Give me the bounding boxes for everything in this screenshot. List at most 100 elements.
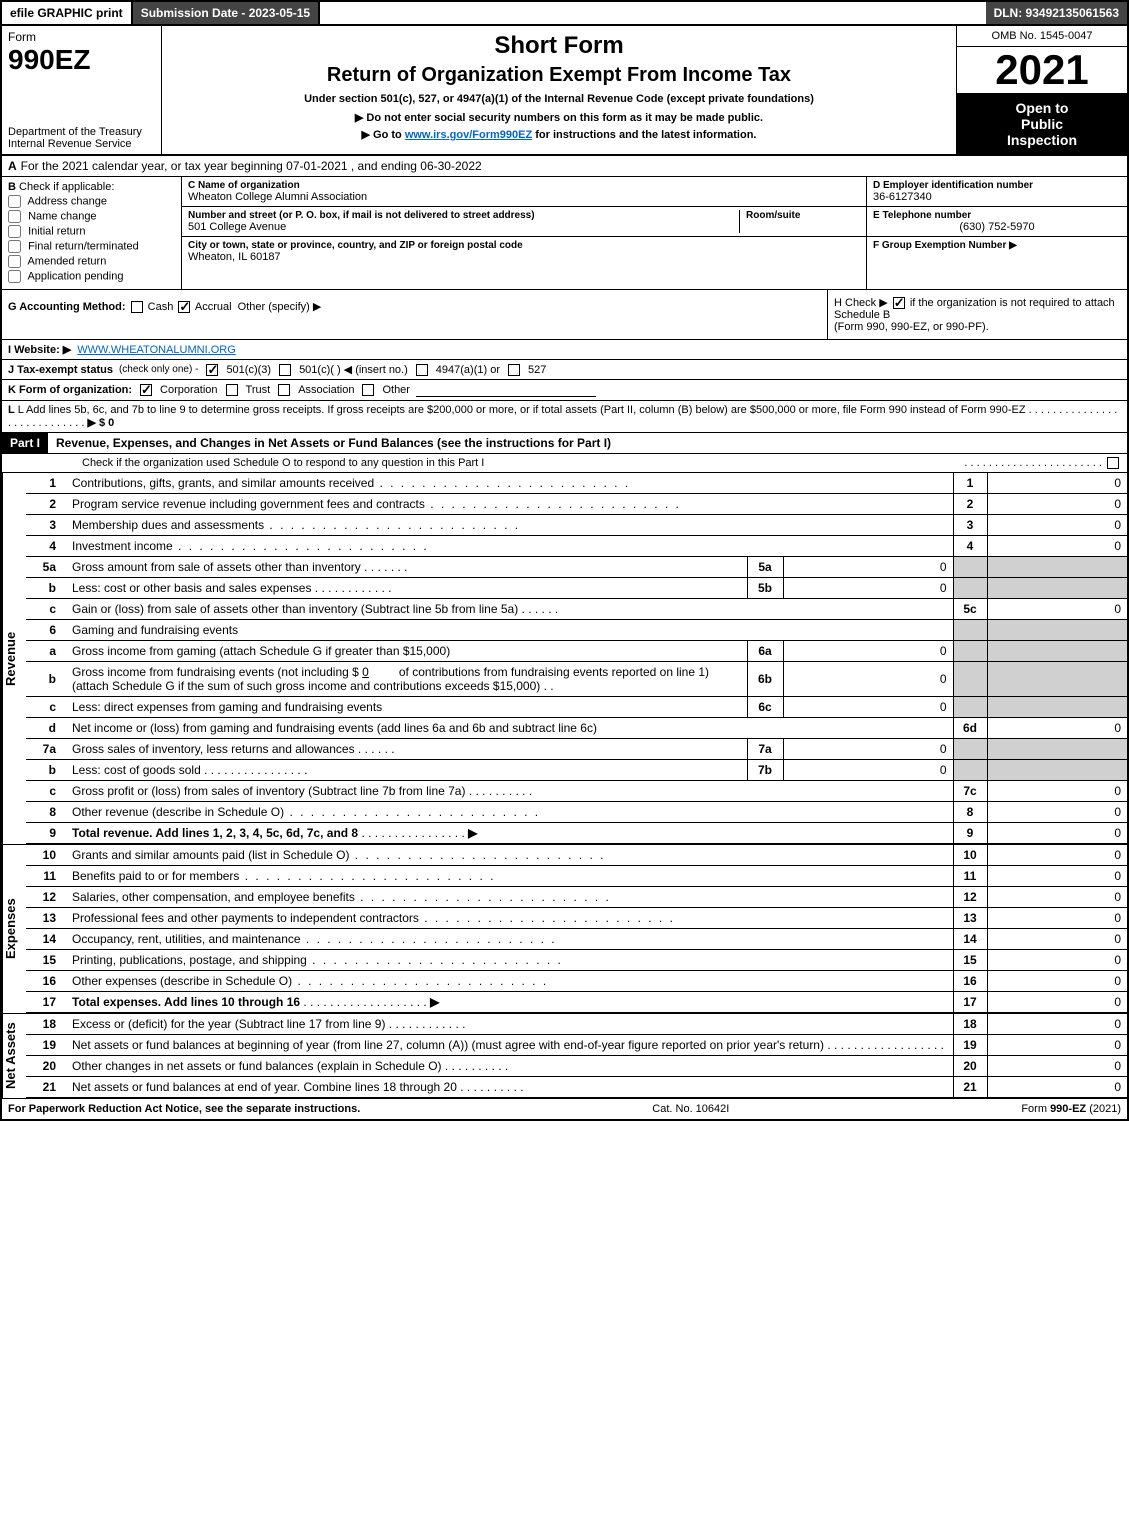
- line-12: 12 Salaries, other compensation, and emp…: [26, 887, 1127, 908]
- part1-title: Revenue, Expenses, and Changes in Net As…: [48, 433, 619, 453]
- org-address: 501 College Avenue: [188, 221, 733, 233]
- revenue-table: 1 Contributions, gifts, grants, and simi…: [26, 473, 1127, 844]
- chk-accrual[interactable]: [178, 301, 190, 313]
- form-number: 990EZ: [8, 44, 155, 76]
- line-g: G Accounting Method: Cash Accrual Other …: [2, 290, 827, 339]
- g-other: Other (specify) ▶: [238, 301, 322, 313]
- j-o1: 501(c)(3): [226, 364, 271, 376]
- l-text: L Add lines 5b, 6c, and 7b to line 9 to …: [18, 404, 1026, 416]
- row-a-text: For the 2021 calendar year, or tax year …: [21, 159, 482, 173]
- line-19: 19 Net assets or fund balances at beginn…: [26, 1035, 1127, 1056]
- line-h: H Check ▶ if the organization is not req…: [827, 290, 1127, 339]
- inspect1: Open to: [961, 100, 1123, 116]
- line-6: 6 Gaming and fundraising events: [26, 620, 1127, 641]
- line-6d: d Net income or (loss) from gaming and f…: [26, 718, 1127, 739]
- form-label: Form: [8, 30, 155, 44]
- line-k: K Form of organization: Corporation Trus…: [2, 380, 1127, 401]
- e-label: E Telephone number: [873, 210, 1121, 221]
- header-center: Short Form Return of Organization Exempt…: [162, 26, 957, 154]
- top-bar: efile GRAPHIC print Submission Date - 20…: [0, 0, 1129, 26]
- footer-left: For Paperwork Reduction Act Notice, see …: [8, 1103, 360, 1115]
- expenses-table: 10 Grants and similar amounts paid (list…: [26, 845, 1127, 1013]
- line-9: 9 Total revenue. Add lines 1, 2, 3, 4, 5…: [26, 823, 1127, 844]
- netassets-section: Net Assets 18 Excess or (deficit) for th…: [2, 1014, 1127, 1098]
- line-16: 16 Other expenses (describe in Schedule …: [26, 971, 1127, 992]
- notice-link: ▶ Go to www.irs.gov/Form990EZ for instru…: [170, 128, 948, 141]
- chk-corp[interactable]: [140, 384, 152, 396]
- chk-initial-return[interactable]: Initial return: [8, 225, 175, 238]
- chk-other-org[interactable]: [362, 384, 374, 396]
- irs-link[interactable]: www.irs.gov/Form990EZ: [405, 129, 532, 141]
- notice-ssn: ▶ Do not enter social security numbers o…: [170, 111, 948, 124]
- chk-trust[interactable]: [226, 384, 238, 396]
- line-20: 20 Other changes in net assets or fund b…: [26, 1056, 1127, 1077]
- k-other-input[interactable]: [416, 383, 596, 397]
- l-amount: ▶ $ 0: [87, 417, 114, 429]
- block-bcdef: B Check if applicable: Address change Na…: [2, 177, 1127, 290]
- i-label: I Website: ▶: [8, 343, 71, 356]
- chk-4947[interactable]: [416, 364, 428, 376]
- chk-501c3[interactable]: [206, 364, 218, 376]
- inspect2: Public: [961, 116, 1123, 132]
- row-a: AFor the 2021 calendar year, or tax year…: [2, 156, 1127, 177]
- line-7c: c Gross profit or (loss) from sales of i…: [26, 781, 1127, 802]
- part1-header-row: Part I Revenue, Expenses, and Changes in…: [2, 433, 1127, 454]
- revenue-section: Revenue 1 Contributions, gifts, grants, …: [2, 473, 1127, 845]
- line-j: J Tax-exempt status (check only one) - 5…: [2, 360, 1127, 380]
- k-o2: Trust: [246, 384, 271, 396]
- header-left: Form 990EZ Department of the Treasury In…: [2, 26, 162, 154]
- g-cash: Cash: [148, 301, 174, 313]
- line-5a: 5a Gross amount from sale of assets othe…: [26, 557, 1127, 578]
- netassets-table: 18 Excess or (deficit) for the year (Sub…: [26, 1014, 1127, 1098]
- j-o3: 4947(a)(1) or: [436, 364, 500, 376]
- line-4: 4 Investment income 4 0: [26, 536, 1127, 557]
- f-label: F Group Exemption Number ▶: [873, 240, 1121, 251]
- footer-right: Form 990-EZ (2021): [1021, 1103, 1121, 1115]
- line-6a: a Gross income from gaming (attach Sched…: [26, 641, 1127, 662]
- room-label: Room/suite: [746, 210, 860, 221]
- chk-527[interactable]: [508, 364, 520, 376]
- notice2-suffix: for instructions and the latest informat…: [535, 129, 756, 141]
- chk-assoc[interactable]: [278, 384, 290, 396]
- chk-amended-return[interactable]: Amended return: [8, 255, 175, 268]
- line-15: 15 Printing, publications, postage, and …: [26, 950, 1127, 971]
- expenses-section: Expenses 10 Grants and similar amounts p…: [2, 845, 1127, 1014]
- part1-sub-text: Check if the organization used Schedule …: [82, 457, 484, 469]
- efile-print[interactable]: efile GRAPHIC print: [2, 2, 133, 24]
- ein: 36-6127340: [873, 191, 1121, 203]
- omb-number: OMB No. 1545-0047: [957, 26, 1127, 47]
- chk-501c[interactable]: [279, 364, 291, 376]
- footer-center: Cat. No. 10642I: [652, 1103, 729, 1115]
- side-expenses: Expenses: [2, 845, 26, 1013]
- chk-final-return[interactable]: Final return/terminated: [8, 240, 175, 253]
- line-21: 21 Net assets or fund balances at end of…: [26, 1077, 1127, 1098]
- page-footer: For Paperwork Reduction Act Notice, see …: [0, 1099, 1129, 1121]
- d-label: D Employer identification number: [873, 180, 1121, 191]
- line-l: L L Add lines 5b, 6c, and 7b to line 9 t…: [2, 401, 1127, 433]
- block-b-label: Check if applicable:: [19, 181, 114, 193]
- addr-label: Number and street (or P. O. box, if mail…: [188, 210, 733, 221]
- j-sub: (check only one) -: [119, 364, 198, 375]
- chk-schedule-b[interactable]: [893, 297, 905, 309]
- k-label: K Form of organization:: [8, 384, 132, 396]
- line-14: 14 Occupancy, rent, utilities, and maint…: [26, 929, 1127, 950]
- line-3: 3 Membership dues and assessments 3 0: [26, 515, 1127, 536]
- k-o4: Other: [382, 384, 410, 396]
- k-o3: Association: [298, 384, 354, 396]
- chk-cash[interactable]: [131, 301, 143, 313]
- phone: (630) 752-5970: [873, 221, 1121, 233]
- chk-name-change[interactable]: Name change: [8, 210, 175, 223]
- city-label: City or town, state or province, country…: [188, 240, 860, 251]
- chk-address-change[interactable]: Address change: [8, 195, 175, 208]
- line-11: 11 Benefits paid to or for members 11 0: [26, 866, 1127, 887]
- g-accrual: Accrual: [195, 301, 232, 313]
- website-link[interactable]: WWW.WHEATONALUMNI.ORG: [77, 344, 235, 356]
- chk-part1-schedule-o[interactable]: [1107, 457, 1119, 469]
- line-7b: b Less: cost of goods sold . . . . . . .…: [26, 760, 1127, 781]
- side-revenue: Revenue: [2, 473, 26, 844]
- h-text1: H Check ▶: [834, 297, 891, 309]
- subtitle: Under section 501(c), 527, or 4947(a)(1)…: [170, 93, 948, 105]
- chk-application-pending[interactable]: Application pending: [8, 270, 175, 283]
- line-18: 18 Excess or (deficit) for the year (Sub…: [26, 1014, 1127, 1035]
- dept-irs: Internal Revenue Service: [8, 138, 155, 150]
